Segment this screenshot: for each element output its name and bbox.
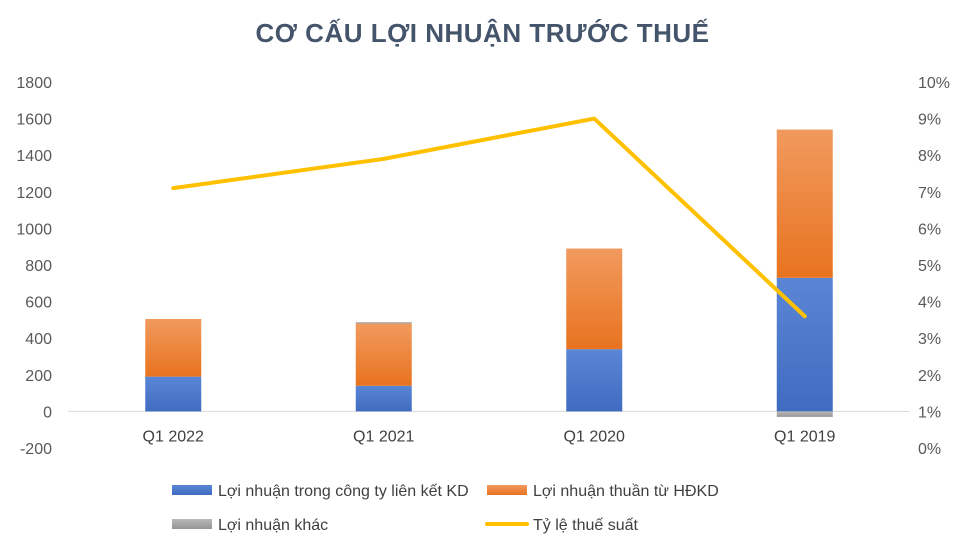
bar-segment — [776, 411, 833, 417]
bar-segment — [145, 318, 202, 377]
y-left-tick-label: 200 — [25, 368, 52, 385]
y-right-tick-label: 10% — [918, 75, 950, 92]
x-category-label: Q1 2020 — [564, 428, 625, 445]
y-left-tick-label: 0 — [43, 404, 52, 421]
x-category-label: Q1 2021 — [353, 428, 414, 445]
bar-segment — [776, 129, 833, 278]
y-left-tick-label: 1800 — [16, 75, 52, 92]
y-left-tick-label: 400 — [25, 331, 52, 348]
bar-segment — [566, 248, 623, 350]
y-left-tick-label: 1200 — [16, 185, 52, 202]
legend-swatch — [172, 485, 212, 495]
y-left-tick-label: 1400 — [16, 148, 52, 165]
y-right-tick-label: 0% — [918, 441, 941, 458]
chart-title: CƠ CẤU LỢI NHUẬN TRƯỚC THUẾ — [255, 18, 710, 48]
bar-segment — [566, 349, 623, 412]
axes: -200 0 200 400 600 800 1000 1200 1400 1600 1800 0% 1… — [16, 75, 950, 458]
x-category-label: Q1 2022 — [143, 428, 204, 445]
series-line — [171, 116, 807, 319]
y-right-tick-label: 6% — [918, 221, 941, 238]
y-right-tick-label: 7% — [918, 185, 941, 202]
y-right-tick-label: 5% — [918, 258, 941, 275]
legend: Lợi nhuận trong công ty liên kết KD Lợi n… — [172, 483, 719, 534]
y-left-tick-label: 1600 — [16, 112, 52, 129]
bar-segment — [355, 385, 412, 412]
bars — [145, 129, 833, 417]
tax-rate-line — [171, 116, 807, 319]
legend-label: Lợi nhuận khác — [218, 517, 328, 534]
bar-segment — [145, 376, 202, 412]
y-left-tick-label: 800 — [25, 258, 52, 275]
y-right-tick-label: 3% — [918, 331, 941, 348]
x-category-label: Q1 2019 — [774, 428, 835, 445]
legend-label: Lợi nhuận trong công ty liên kết KD — [218, 483, 469, 500]
y-right-tick-label: 8% — [918, 148, 941, 165]
y-right-tick-label: 9% — [918, 112, 941, 129]
y-left-tick-label: 1000 — [16, 221, 52, 238]
y-left-tick-label: 600 — [25, 295, 52, 312]
legend-label: Tỷ lệ thuế suất — [533, 517, 639, 534]
y-right-tick-label: 1% — [918, 404, 941, 421]
y-left-tick-label: -200 — [20, 441, 52, 458]
bar-segment — [355, 323, 412, 386]
y-right-tick-label: 4% — [918, 295, 941, 312]
bar-segment — [355, 322, 412, 324]
legend-swatch — [172, 519, 212, 529]
y-right-tick-label: 2% — [918, 368, 941, 385]
legend-label: Lợi nhuận thuần từ HĐKD — [533, 483, 719, 500]
legend-swatch — [487, 485, 527, 495]
